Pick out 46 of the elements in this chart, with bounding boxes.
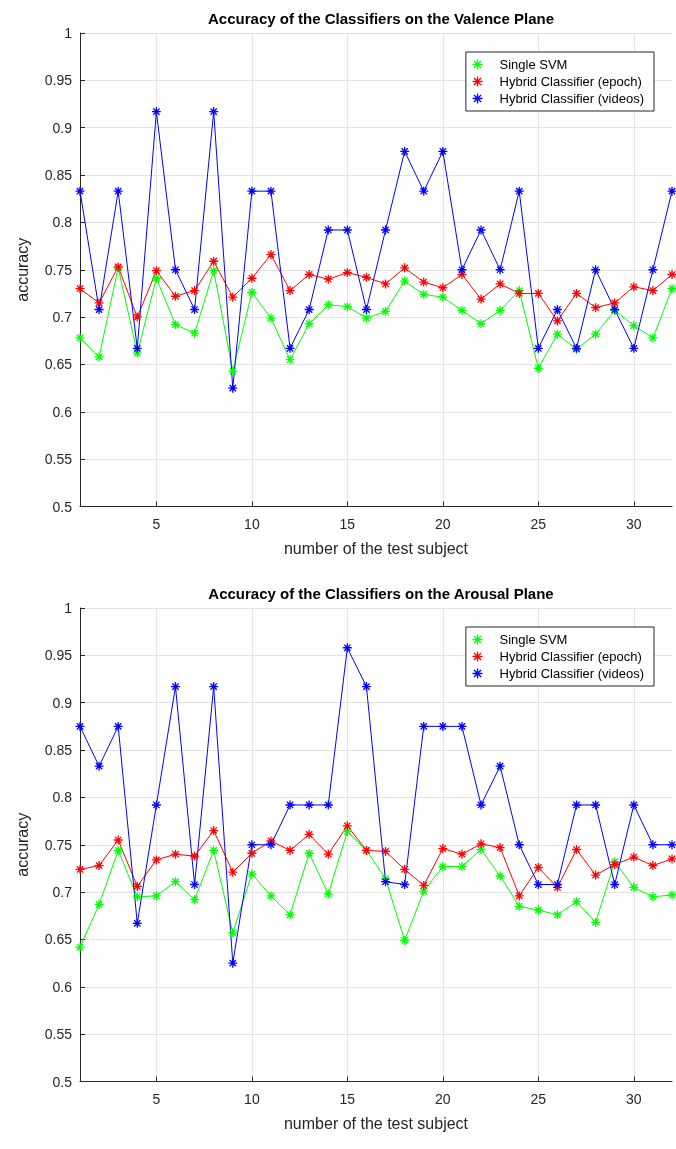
x-tick-label: 30 [626, 1090, 642, 1106]
y-axis-title: accuracy [13, 812, 31, 877]
x-tick-label: 15 [339, 1090, 356, 1106]
y-tick-label: 0.55 [44, 451, 73, 468]
x-tick-label: 5 [152, 1090, 161, 1106]
y-tick-label: 0.6 [52, 403, 73, 420]
legend-label: Single SVM [499, 631, 568, 647]
x-tick-label: 30 [626, 515, 642, 532]
y-tick-label: 0.8 [52, 788, 73, 805]
x-axis-title: number of the test subject [283, 1114, 469, 1132]
y-tick-label: 0.8 [52, 214, 73, 231]
y-tick-label: 0.95 [44, 646, 73, 663]
y-tick-label: 0.75 [44, 836, 73, 853]
legend-label: Hybrid Classifier (epoch) [499, 74, 642, 89]
y-axis-title: accuracy [13, 237, 31, 302]
y-tick-label: 0.65 [44, 356, 73, 373]
x-tick-label: 25 [530, 1090, 547, 1106]
x-tick-label: 5 [152, 515, 161, 532]
y-tick-label: 0.75 [44, 261, 73, 278]
legend-label: Hybrid Classifier (videos) [499, 91, 645, 106]
legend-label: Single SVM [499, 57, 568, 72]
y-tick-label: 0.9 [52, 694, 73, 711]
legend-label: Hybrid Classifier (videos) [499, 665, 645, 681]
x-tick-label: 20 [435, 1090, 451, 1106]
y-tick-label: 0.5 [52, 498, 73, 515]
y-tick-label: 1 [64, 25, 73, 41]
chart-title: Accuracy of the Classifiers on the Arousal Plane [208, 584, 554, 602]
y-tick-label: 0.85 [44, 167, 73, 184]
chart-title: Accuracy of the Classifiers on the Valence Plane [208, 10, 554, 27]
y-tick-label: 0.5 [52, 1073, 73, 1089]
y-tick-label: 0.6 [52, 978, 73, 995]
y-tick-label: 0.55 [44, 1025, 73, 1042]
y-tick-label: 1 [64, 599, 73, 616]
y-tick-label: 0.9 [52, 119, 73, 136]
y-tick-label: 0.85 [44, 741, 73, 758]
x-tick-label: 15 [339, 515, 356, 532]
x-axis-title: number of the test subject [283, 540, 469, 557]
y-tick-label: 0.7 [52, 883, 73, 900]
y-tick-label: 0.65 [44, 930, 73, 947]
y-tick-label: 0.7 [52, 309, 73, 326]
y-tick-label: 0.95 [44, 72, 73, 89]
x-tick-label: 20 [435, 515, 451, 532]
x-tick-label: 10 [244, 1090, 260, 1106]
x-tick-label: 25 [530, 515, 547, 532]
legend-label: Hybrid Classifier (epoch) [499, 648, 642, 664]
x-tick-label: 10 [244, 515, 260, 532]
